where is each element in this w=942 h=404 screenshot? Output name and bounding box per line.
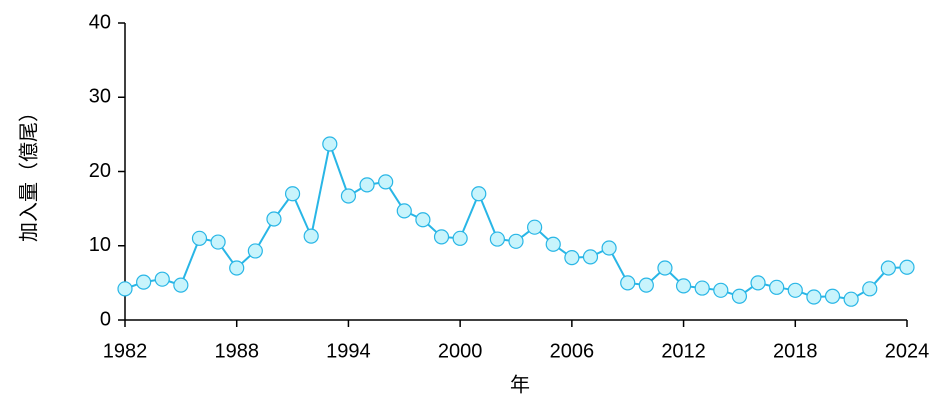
marker — [750, 275, 766, 291]
marker — [620, 275, 636, 291]
marker — [862, 281, 878, 297]
marker — [433, 229, 450, 245]
y-axis-label: 加入量（億尾） — [17, 102, 40, 242]
marker — [154, 271, 170, 287]
marker — [545, 236, 561, 252]
line — [124, 140, 908, 301]
x-tick-label: 2006 — [550, 340, 595, 362]
y-tick-label: 40 — [89, 11, 111, 33]
marker — [415, 212, 431, 228]
x-tick-label: 2024 — [885, 340, 930, 362]
marker — [582, 249, 599, 265]
marker — [378, 174, 394, 190]
x-tick-label: 1988 — [214, 340, 259, 362]
marker — [787, 282, 803, 298]
marker — [638, 277, 654, 293]
y-tick-label: 10 — [89, 234, 111, 256]
y-tick-label: 0 — [100, 308, 111, 330]
marker — [322, 136, 338, 152]
marker — [527, 219, 543, 235]
marker — [899, 259, 915, 275]
marker — [731, 288, 748, 304]
x-tick-label: 2018 — [773, 340, 818, 362]
marker — [713, 282, 729, 298]
marker — [303, 228, 319, 244]
x-tick-label: 2000 — [438, 340, 483, 362]
marker — [136, 274, 152, 290]
marker — [191, 230, 208, 246]
marker — [564, 250, 580, 266]
marker — [880, 260, 896, 276]
marker — [806, 289, 822, 305]
marker — [359, 177, 375, 193]
marker — [266, 211, 282, 227]
marker — [396, 203, 412, 219]
marker — [601, 240, 617, 256]
marker — [471, 186, 487, 202]
x-tick-label: 1982 — [103, 340, 148, 362]
marker — [824, 288, 841, 304]
marker — [210, 234, 226, 250]
marker — [657, 260, 673, 276]
x-tick-label: 2012 — [661, 340, 706, 362]
marker — [173, 277, 189, 293]
marker — [694, 280, 710, 296]
marker — [340, 188, 357, 204]
marker — [117, 281, 133, 297]
x-tick-label: 1994 — [326, 340, 371, 362]
marker — [247, 243, 263, 259]
marker — [675, 278, 692, 294]
marker — [284, 186, 301, 202]
marker — [229, 260, 245, 276]
marker — [489, 231, 505, 247]
marker — [452, 230, 468, 246]
x-axis-label: 年 — [510, 373, 530, 396]
y-tick-label: 20 — [89, 160, 111, 182]
marker — [769, 279, 785, 295]
y-tick-label: 30 — [89, 86, 111, 108]
marker — [843, 291, 859, 307]
marker — [508, 233, 524, 249]
